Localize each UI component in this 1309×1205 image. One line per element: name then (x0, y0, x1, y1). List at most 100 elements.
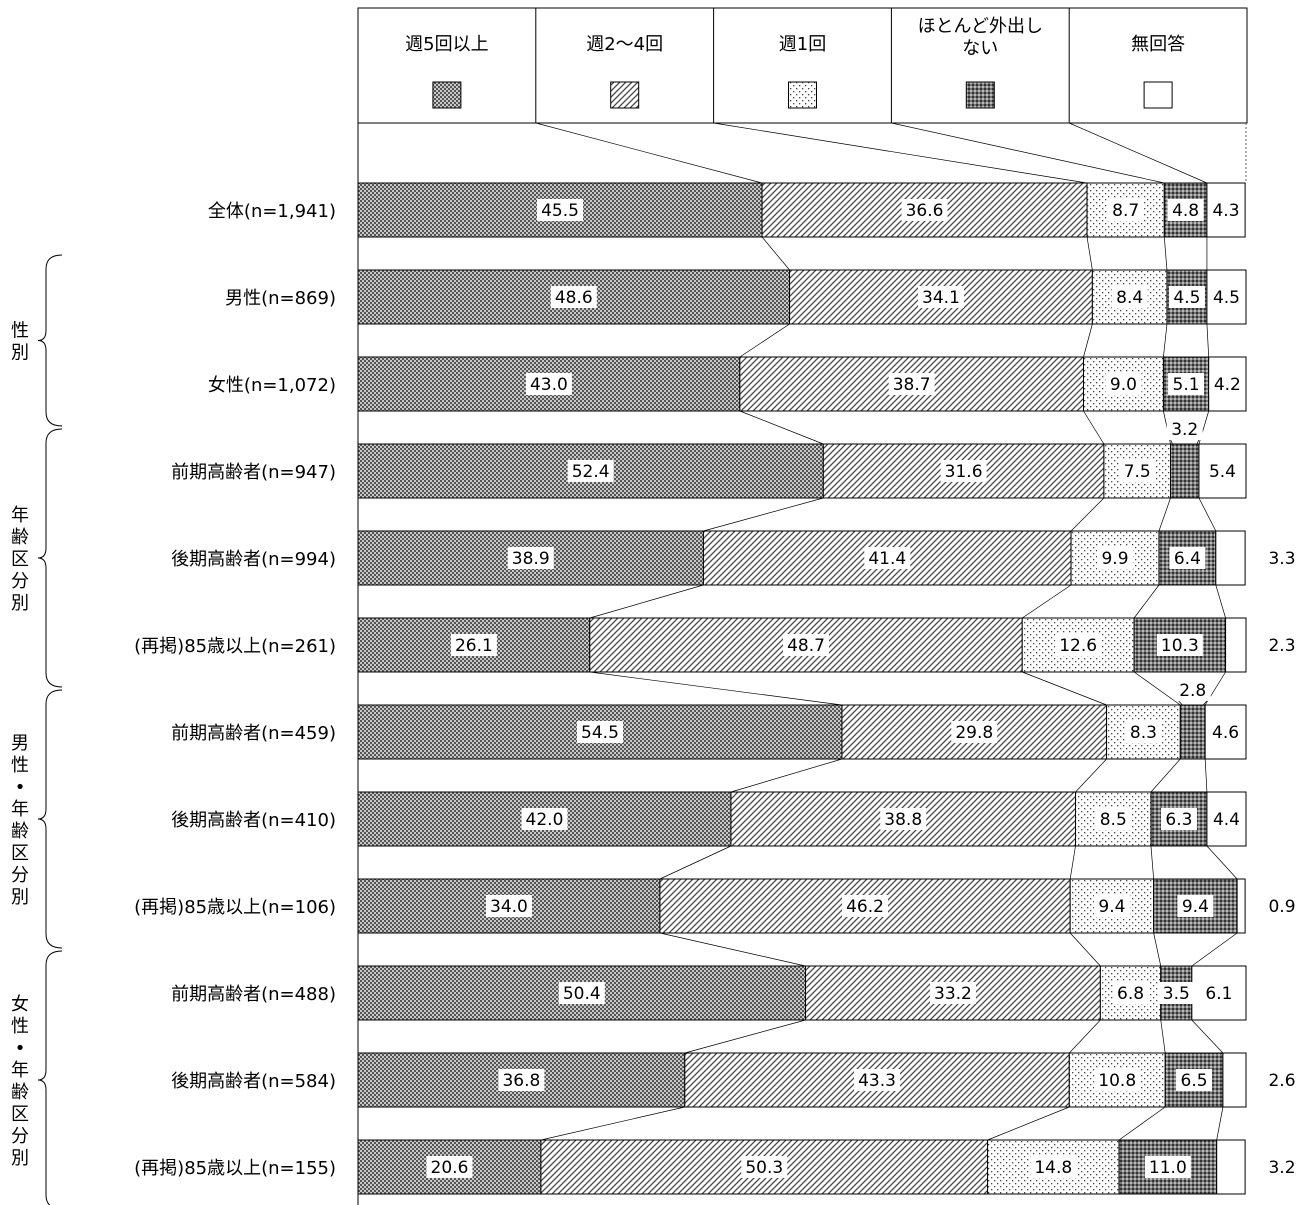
value-label-bg (1168, 373, 1205, 395)
value-label-bg (1093, 895, 1130, 917)
connector-line (1022, 671, 1107, 706)
value-label: 4.4 (1213, 810, 1240, 830)
connector-line (1160, 1019, 1166, 1054)
value-label: 43.3 (858, 1071, 896, 1091)
callout-line (1178, 700, 1183, 706)
value-label-bg (498, 1069, 545, 1091)
value-label-bg (1204, 460, 1241, 482)
value-label-bg (1209, 373, 1246, 395)
value-label: 8.3 (1130, 723, 1157, 743)
value-label-bg (507, 547, 554, 569)
value-label: 11.0 (1149, 1158, 1187, 1178)
value-label: 52.4 (572, 462, 610, 482)
value-label: 6.8 (1117, 984, 1144, 1004)
value-label-bg (1166, 418, 1203, 440)
value-label: 36.8 (502, 1071, 540, 1091)
value-label: 8.5 (1100, 810, 1127, 830)
value-label-bg (782, 634, 829, 656)
value-label: 46.2 (846, 897, 884, 917)
value-label: 31.6 (945, 462, 983, 482)
value-label: 6.4 (1174, 549, 1201, 569)
value-label-outside: 0.9 (1268, 897, 1295, 917)
legend-swatch (788, 81, 817, 109)
value-label-bg (1156, 634, 1203, 656)
group-label: 男性•年齢区分別 (11, 733, 29, 908)
value-label-bg (864, 547, 911, 569)
category-label: 前期高齢者(n=947) (171, 462, 336, 483)
connector-line (987, 1106, 1070, 1141)
value-label-outside: 2.6 (1268, 1071, 1295, 1091)
connector-line (1022, 584, 1072, 619)
value-label-bg (1105, 373, 1142, 395)
connector-line (1069, 932, 1101, 967)
connector-line (1153, 932, 1162, 967)
bar-segment (1216, 1139, 1246, 1195)
category-label: 女性(n=1,072) (208, 375, 336, 396)
value-label: 36.6 (906, 201, 944, 221)
value-label-bg (1207, 721, 1244, 743)
connector-line (659, 845, 732, 880)
legend-label: 無回答 (1131, 34, 1185, 55)
value-label-bg (1176, 1069, 1213, 1091)
value-label: 50.3 (745, 1158, 783, 1178)
connector-line (1086, 236, 1093, 271)
value-label-bg (1158, 982, 1195, 1004)
value-label-bg (901, 199, 948, 221)
value-label: 42.0 (526, 810, 564, 830)
value-label-bg (1030, 1156, 1077, 1178)
connector-line (1204, 758, 1208, 793)
value-label: 38.9 (512, 549, 550, 569)
value-label-bg (1144, 1156, 1191, 1178)
category-label: 全体(n=1,941) (208, 201, 336, 222)
category-label: (再掲)85歳以上(n=155) (134, 1158, 336, 1179)
bar-segment (1222, 1052, 1247, 1108)
value-label-bg (1208, 808, 1245, 830)
value-label: 34.0 (490, 897, 528, 917)
value-label-bg (525, 373, 572, 395)
legend-label-line: ない (962, 38, 998, 59)
value-label-bg (940, 460, 987, 482)
value-label: 3.5 (1163, 984, 1190, 1004)
value-label-bg (880, 808, 927, 830)
value-label: 8.7 (1112, 201, 1139, 221)
value-label-above: 3.2 (1171, 420, 1198, 440)
connector-line (891, 122, 1165, 184)
connector-line (1215, 584, 1226, 619)
value-label-outside: 2.3 (1268, 636, 1295, 656)
connector-line (1133, 584, 1160, 619)
value-label: 38.7 (893, 375, 931, 395)
value-label: 4.5 (1213, 288, 1240, 308)
value-label-bg (842, 895, 889, 917)
group-label: 性別 (11, 321, 29, 364)
value-label: 4.5 (1173, 288, 1200, 308)
legend-label: 週2～4回 (586, 34, 663, 55)
value-label-bg (1208, 199, 1245, 221)
value-label: 10.8 (1098, 1071, 1136, 1091)
value-label: 6.1 (1205, 984, 1232, 1004)
connector-line (1163, 323, 1168, 358)
value-label-bg (550, 286, 597, 308)
group-label: 年齢区分別 (11, 505, 29, 614)
legend-label-line: ほとんど外出し (918, 16, 1043, 37)
connector-line (1133, 671, 1181, 706)
value-label-bg (1055, 634, 1102, 656)
bar-segment (1170, 443, 1200, 499)
bar-segment (1215, 530, 1246, 586)
value-label: 4.6 (1212, 723, 1239, 743)
connector-line (703, 497, 824, 532)
value-label: 9.4 (1098, 897, 1125, 917)
connector-line (589, 671, 843, 706)
value-label: 6.5 (1181, 1071, 1208, 1091)
value-label-outside: 3.3 (1268, 549, 1295, 569)
connector-line (1150, 845, 1154, 880)
value-label-bg (1125, 721, 1162, 743)
outside-labels: 3.2 3.3 2.3 2.8 0.9 2.6 3.2 (1166, 418, 1296, 1178)
group-label: 女性•年齢区分別 (11, 994, 29, 1169)
value-label-bg (741, 1156, 788, 1178)
connector-line (589, 584, 704, 619)
value-label: 26.1 (455, 636, 493, 656)
value-label-above: 2.8 (1179, 681, 1206, 701)
legend-swatch (965, 81, 995, 109)
value-label-bg (426, 1156, 473, 1178)
connector-line (684, 1019, 806, 1054)
